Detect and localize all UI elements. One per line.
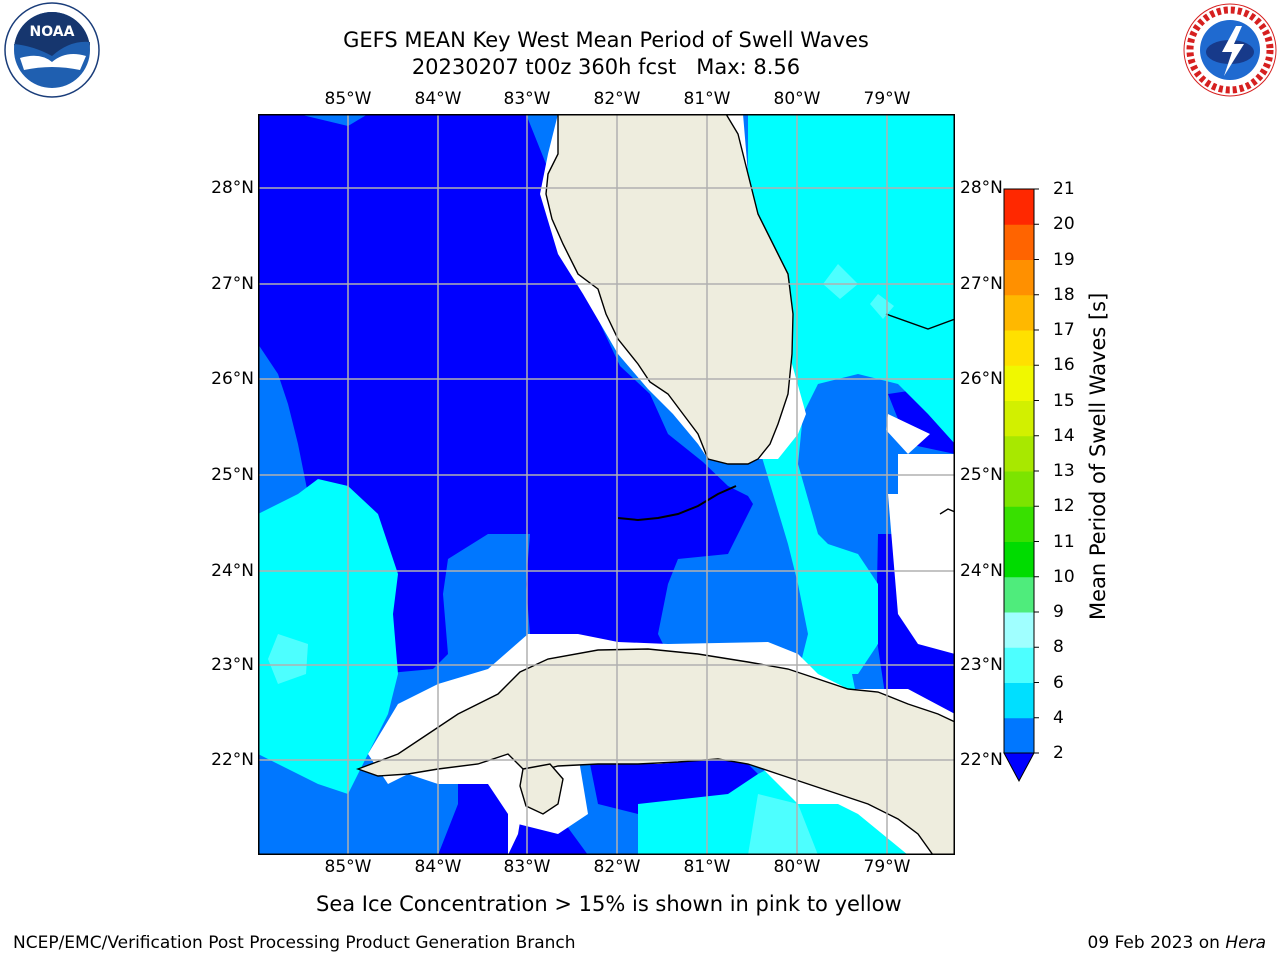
sea-ice-note: Sea Ice Concentration > 15% is shown in … [316, 892, 902, 916]
lat-label-right: 26°N [960, 369, 1003, 389]
map-subtitle: 20230207 t00z 360h fcst Max: 8.56 [411, 55, 801, 79]
lon-label-top: 81°W [683, 89, 731, 109]
footer-branch: NCEP/EMC/Verification Post Processing Pr… [13, 933, 576, 953]
colorbar-bin [1004, 224, 1034, 260]
colorbar-level-label: 9 [1053, 602, 1064, 622]
lat-label-right: 22°N [960, 750, 1003, 770]
colorbar [1000, 186, 1040, 786]
colorbar-bin [1004, 330, 1034, 366]
colorbar-level-label: 16 [1053, 355, 1075, 376]
lon-label-bottom: 83°W [503, 857, 551, 877]
lat-label-left: 25°N [211, 465, 254, 485]
footer-host: Hera [1225, 933, 1266, 953]
lon-label-top: 82°W [593, 89, 641, 109]
lon-label-bottom: 79°W [863, 857, 911, 877]
lat-label-right: 23°N [960, 655, 1003, 675]
lat-label-right: 27°N [960, 274, 1003, 294]
lon-label-top: 83°W [503, 89, 551, 109]
colorbar-level-label: 12 [1053, 496, 1075, 517]
lon-label-bottom: 80°W [773, 857, 821, 877]
colorbar-bin [1004, 682, 1034, 719]
lat-label-right: 24°N [960, 561, 1003, 581]
colorbar-swatches [1003, 188, 1039, 783]
lon-label-bottom: 84°W [414, 857, 462, 877]
footer-date: 09 Feb 2023 on Hera [1088, 932, 1266, 954]
lat-label-left: 23°N [211, 655, 254, 675]
colorbar-level-label: 18 [1053, 284, 1075, 305]
map-frame [258, 114, 955, 855]
lat-label-left: 27°N [211, 274, 254, 294]
colorbar-bin [1004, 471, 1034, 507]
lat-label-right: 28°N [960, 178, 1003, 198]
colorbar-bin [1004, 294, 1034, 331]
colorbar-bin [1004, 506, 1034, 542]
colorbar-level-label: 6 [1053, 672, 1064, 693]
colorbar-level-label: 19 [1053, 249, 1075, 270]
colorbar-bin [1004, 400, 1034, 437]
footer-date-text: 09 Feb 2023 on [1087, 933, 1226, 953]
lon-label-top: 84°W [414, 89, 462, 109]
colorbar-bin [1004, 365, 1034, 401]
lon-label-top: 80°W [773, 89, 821, 109]
colorbar-title: Mean Period of Swell Waves [s] [1086, 292, 1110, 620]
lat-label-left: 26°N [211, 369, 254, 389]
colorbar-bin [1004, 647, 1034, 683]
colorbar-level-label: 15 [1053, 390, 1075, 411]
colorbar-level-label: 14 [1053, 425, 1075, 446]
colorbar-bin [1004, 541, 1034, 578]
colorbar-level-label: 17 [1053, 320, 1075, 340]
lon-label-bottom: 81°W [683, 857, 731, 877]
colorbar-bin [1004, 717, 1034, 754]
colorbar-level-label: 20 [1053, 214, 1075, 235]
colorbar-under-extension [1003, 752, 1035, 783]
svg-text:NOAA: NOAA [30, 24, 75, 40]
lon-label-top: 79°W [863, 89, 911, 109]
colorbar-bin [1004, 435, 1034, 472]
colorbar-bin [1004, 259, 1034, 296]
colorbar-bin [1004, 189, 1034, 225]
colorbar-level-label: 8 [1053, 637, 1064, 658]
lon-label-bottom: 82°W [593, 857, 641, 877]
colorbar-level-label: 11 [1053, 531, 1075, 552]
colorbar-level-label: 4 [1053, 707, 1064, 728]
colorbar-bin [1004, 612, 1034, 648]
colorbar-bin [1004, 576, 1034, 613]
colorbar-level-label: 2 [1053, 743, 1064, 763]
lon-label-bottom: 85°W [324, 857, 372, 877]
swell-period-map [258, 114, 955, 855]
noaa-logo: NOAA [0, 0, 106, 100]
lat-label-left: 28°N [211, 178, 254, 198]
nws-logo [1178, 0, 1280, 100]
map-title: GEFS MEAN Key West Mean Period of Swell … [343, 28, 869, 52]
colorbar-level-label: 21 [1053, 179, 1075, 199]
lat-label-right: 25°N [960, 465, 1003, 485]
lat-label-left: 24°N [211, 561, 254, 581]
lat-label-left: 22°N [211, 750, 254, 770]
lon-label-top: 85°W [324, 89, 372, 109]
colorbar-level-label: 10 [1053, 566, 1075, 587]
colorbar-level-label: 13 [1053, 461, 1075, 481]
